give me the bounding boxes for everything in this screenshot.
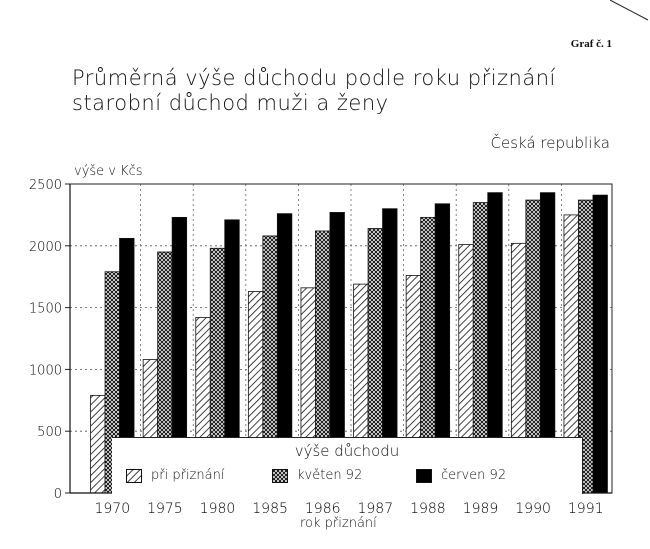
- corner-line: [610, 0, 649, 21]
- x-tick-label: 1989: [463, 501, 499, 517]
- x-axis-label: rok přiznání: [300, 516, 377, 531]
- x-tick-label: 1980: [200, 501, 236, 517]
- x-tick-label: 1986: [305, 501, 341, 517]
- legend-label: červen 92: [441, 468, 507, 483]
- y-tick-label: 500: [37, 425, 62, 440]
- y-tick-label: 1000: [29, 363, 62, 378]
- x-tick-label: 1988: [410, 501, 446, 517]
- y-tick-label: 0: [54, 487, 62, 502]
- page-label: Graf č. 1: [570, 38, 612, 50]
- x-tick-label: 1975: [147, 501, 183, 517]
- legend-swatch-black: [416, 468, 432, 483]
- chart-title: Průměrná výše důchodu podle roku přiznán…: [72, 66, 556, 116]
- legend-swatch-crosshatch: [272, 468, 288, 483]
- title-line-2: starobní důchod muži a ženy: [72, 91, 389, 115]
- bar-hatch-1970: [90, 394, 106, 494]
- legend-label: při přiznání: [151, 468, 225, 483]
- legend-title: výše důchodu: [294, 442, 400, 460]
- y-tick-label: 2500: [29, 178, 62, 193]
- x-tick-label: 1985: [252, 501, 288, 517]
- legend-swatch-hatch: [126, 468, 142, 483]
- x-tick-label: 1987: [357, 501, 393, 517]
- legend: výše důchodu při přiznání květen 92 červ…: [112, 437, 583, 494]
- legend-item-kveten-92: květen 92: [272, 468, 362, 483]
- y-tick-label: 2000: [29, 240, 62, 255]
- y-axis-label: výše v Kčs: [74, 164, 143, 179]
- x-tick-label: 1970: [94, 501, 130, 517]
- region-label: Česká republika: [490, 134, 610, 152]
- x-tick-label: 1991: [568, 501, 604, 517]
- legend-item-pri-priznani: při přiznání: [126, 468, 224, 483]
- bar-black-1991: [592, 194, 608, 494]
- legend-item-cerven-92: červen 92: [416, 468, 506, 483]
- x-tick-label: 1990: [515, 501, 551, 517]
- y-tick-label: 1500: [29, 302, 62, 317]
- title-line-1: Průměrná výše důchodu podle roku přiznán…: [72, 66, 556, 90]
- legend-label: květen 92: [297, 468, 363, 483]
